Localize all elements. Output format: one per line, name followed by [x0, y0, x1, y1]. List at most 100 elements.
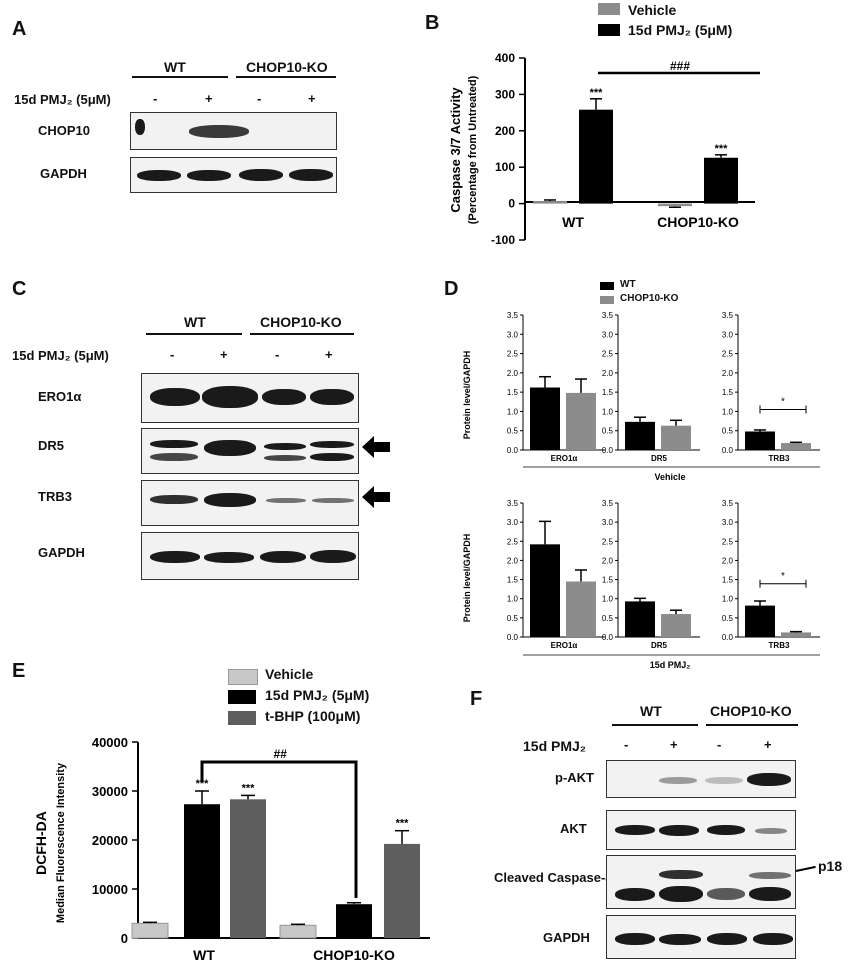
chart-d-ytick-label: 3.5	[602, 311, 614, 320]
panel-a-group-wt: WT	[164, 59, 186, 75]
chart-d-xtick-label: DR5	[651, 641, 668, 650]
chart-e-bar	[336, 904, 372, 938]
chart-d-bar	[745, 605, 775, 637]
panel-f-row-akt: AKT	[560, 821, 587, 836]
chart-e-bar	[184, 804, 220, 938]
chart-d-ytick-label: 3.5	[507, 311, 519, 320]
chart-d-ytick-label: 2.0	[722, 556, 734, 565]
chart-d-bar	[566, 581, 596, 637]
chart-d-ytick-label: 1.0	[722, 407, 734, 416]
chart-d-ytick-label: 2.0	[602, 556, 614, 565]
panel-e-label: E	[12, 660, 26, 682]
chart-d-ytick-label: 2.5	[602, 537, 614, 546]
panel-f-label: F	[470, 688, 483, 710]
chart-e-bar	[279, 924, 317, 939]
chart-d-bar	[745, 431, 775, 450]
chart-d-ytick-label: 3.5	[507, 499, 519, 508]
chart-b-bar	[704, 157, 738, 204]
panel-f-ko-line	[706, 724, 798, 726]
chart-e-annotation: ***	[396, 818, 410, 830]
p18-pointer-line	[795, 865, 816, 872]
panel-a-group-ko: CHOP10-KO	[246, 59, 328, 75]
chart-d-ytick-label: 3.0	[507, 330, 519, 339]
chart-b-ytick-label: 100	[495, 160, 515, 174]
chart-d-ytick-label: 0.5	[507, 614, 519, 623]
panel-c-row-trb3: TRB3	[38, 489, 72, 504]
chart-d-ytick-label: 3.5	[722, 499, 734, 508]
chart-d-ytick-label: 0.0	[507, 446, 519, 455]
chart-e-bar	[230, 799, 266, 938]
chart-d-bar	[625, 421, 655, 450]
panel-c-sign-3: -	[275, 347, 280, 362]
chart-d-bar	[625, 601, 655, 637]
legend-d-ko-swatch	[600, 296, 614, 304]
panel-a-ko-line	[236, 76, 336, 78]
chart-d-ytick-label: 0.0	[602, 446, 614, 455]
panel-a-sign-3: -	[257, 91, 262, 106]
chart-d-ytick-label: 3.0	[507, 518, 519, 527]
chart-e-ytick-label: 10000	[92, 882, 128, 897]
chart-e-ylabel2: Median Fluorescence Intensity	[55, 762, 67, 923]
panel-a-sign-1: -	[153, 91, 158, 106]
chart-d-ytick-label: 1.0	[722, 595, 734, 604]
chart-d-ytick-label: 0.0	[602, 633, 614, 642]
panel-f-sign-2: +	[670, 737, 678, 752]
chart-d-sig: *	[781, 397, 785, 408]
panel-f-p18: p18	[818, 858, 843, 874]
legend-b-vehicle-swatch	[598, 3, 620, 15]
chart-d-ytick-label: 3.5	[602, 499, 614, 508]
chart-d-ytick-label: 1.5	[507, 576, 519, 585]
chart-e-ytick-label: 20000	[92, 833, 128, 848]
chart-b-xtick-ko: CHOP10-KO	[657, 214, 739, 230]
panel-f-treatment-label: 15d PMJ₂	[523, 738, 587, 754]
legend-e-tbhp: t-BHP (100μM)	[265, 708, 361, 724]
chart-d-ytick-label: 1.0	[602, 407, 614, 416]
chart-d-ytick-label: 1.0	[507, 407, 519, 416]
blot-f-gapdh	[606, 915, 796, 959]
chart-e-ytick-label: 30000	[92, 784, 128, 799]
panel-f-row-cleaved-caspase8: Cleaved Caspase-8	[494, 870, 613, 885]
chart-e-bar	[384, 843, 420, 938]
panel-a-wt-line	[132, 76, 228, 78]
chart-d-bar	[781, 443, 811, 450]
blot-c-ero1a	[141, 373, 359, 423]
panel-a-sign-4: +	[308, 91, 316, 106]
panel-a-treatment-label: 15d PMJ₂ (5μM)	[14, 92, 111, 107]
chart-e-bar	[131, 922, 169, 939]
chart-b-annotation: ***	[590, 87, 604, 99]
chart-e-sig: ##	[273, 747, 287, 761]
chart-b-ylabel2: (Percentage from Untreated)	[467, 75, 479, 224]
blot-f-cleaved-caspase8	[606, 855, 796, 909]
chart-d-ytick-label: 2.5	[507, 537, 519, 546]
chart-b-ytick-label: 200	[495, 124, 515, 138]
chart-d-ytick-label: 3.0	[722, 330, 734, 339]
panel-f-sign-3: -	[717, 737, 722, 752]
panel-f-wt-line	[612, 724, 698, 726]
chart-b-bar	[533, 201, 567, 204]
chart-d-ytick-label: 0.5	[602, 427, 614, 436]
chart-d-ytick-label: 2.5	[602, 350, 614, 359]
chart-d-ytick-label: 1.0	[602, 595, 614, 604]
chart-d-condition-2: 15d PMJ₂	[650, 660, 691, 670]
legend-e-vehicle-swatch	[228, 669, 258, 685]
chart-d-xtick-label: TRB3	[769, 641, 790, 650]
panel-c-sign-4: +	[325, 347, 333, 362]
blot-c-dr5	[141, 428, 359, 474]
chart-d-ytick-label: 0.5	[507, 427, 519, 436]
legend-b-vehicle: Vehicle	[628, 2, 677, 18]
legend-e-tbhp-swatch	[228, 711, 256, 725]
legend-d-wt: WT	[620, 279, 636, 290]
panel-f-sign-1: -	[624, 737, 629, 752]
chart-d-xtick-label: DR5	[651, 454, 668, 463]
legend-d-wt-swatch	[600, 282, 614, 290]
chart-d-ytick-label: 0.0	[722, 633, 734, 642]
chart-b-ytick-label: 400	[495, 51, 515, 65]
chart-d-xtick-label: ERO1α	[551, 454, 578, 463]
panel-c-row-dr5: DR5	[38, 438, 65, 453]
panel-f-row-gapdh: GAPDH	[543, 930, 590, 945]
chart-e-annotation: ***	[242, 782, 256, 794]
chart-d-ytick-label: 1.5	[602, 388, 614, 397]
panel-c-group-ko: CHOP10-KO	[260, 314, 342, 330]
chart-b-ytick-label: -100	[491, 233, 515, 247]
chart-d-ytick-label: 2.0	[507, 556, 519, 565]
